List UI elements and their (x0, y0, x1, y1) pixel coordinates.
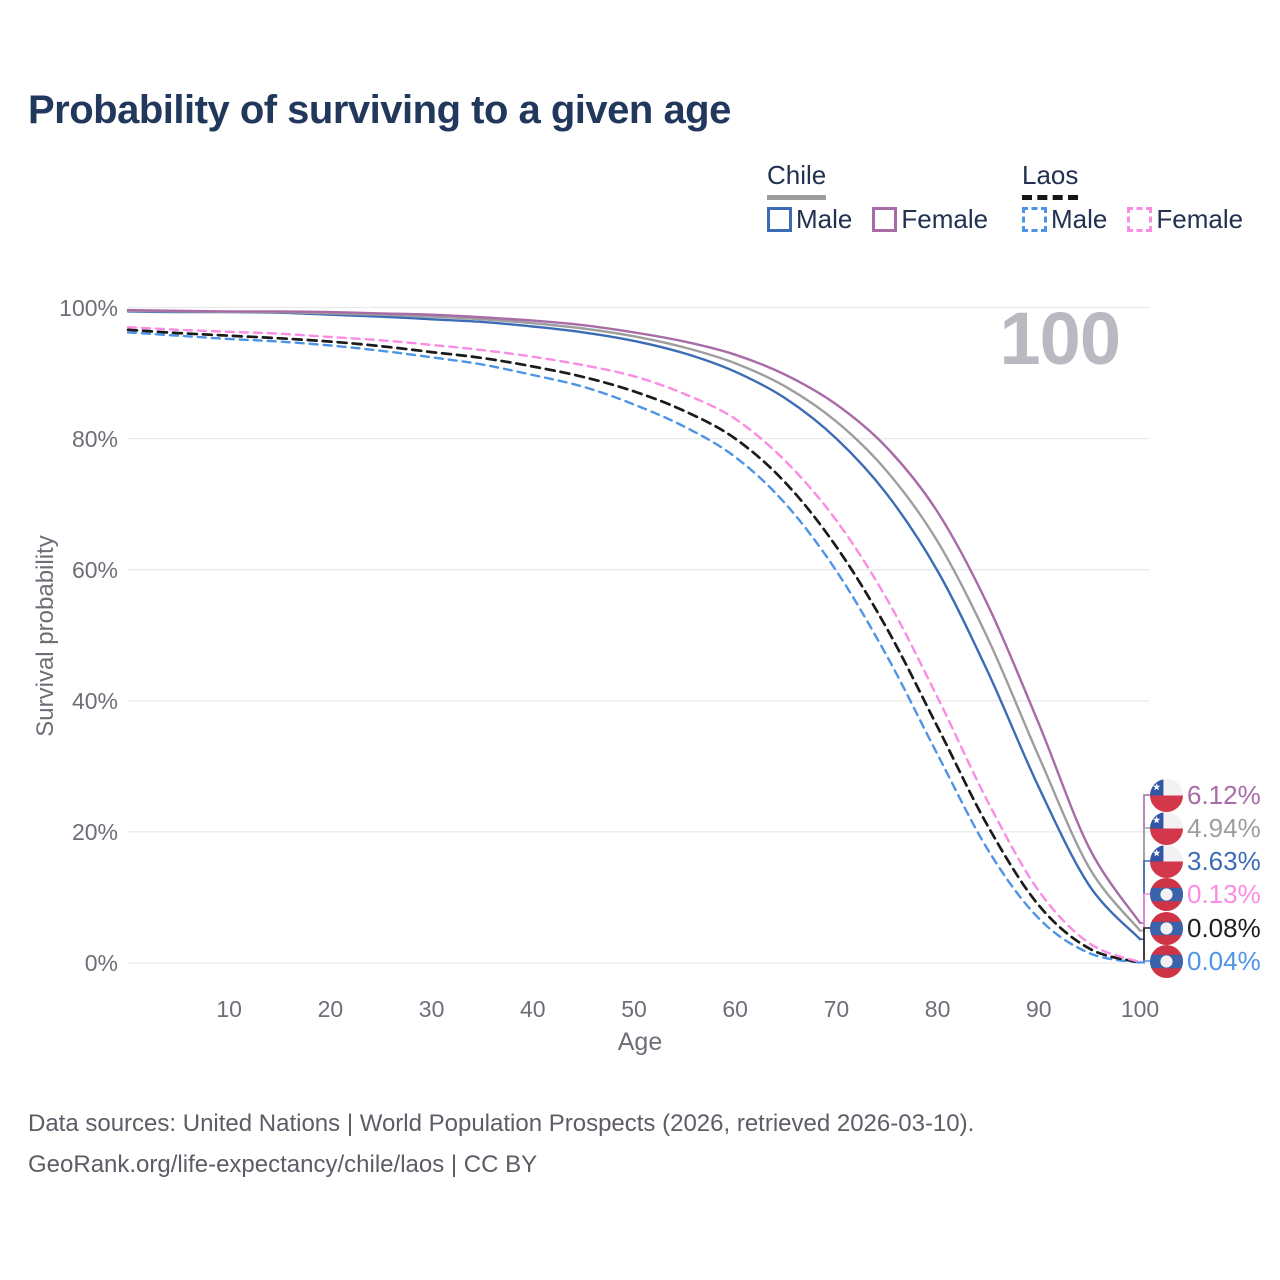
legend-country-laos: Laos (1022, 160, 1079, 200)
leader-line-5 (1140, 960, 1150, 964)
footer-data-sources: Data sources: United Nations | World Pop… (28, 1110, 975, 1137)
end-label-laos-3: 0.13% (1150, 877, 1261, 911)
curve-laos-female[interactable] (126, 326, 1142, 964)
y-tick-40%: 40% (71, 687, 118, 714)
legend-checkbox-laos-male[interactable] (1022, 207, 1047, 232)
curve-laos-both-sexes[interactable] (126, 328, 1142, 964)
legend-label-laos-female: Female (1156, 204, 1244, 234)
legend-label-laos-male: Male (1051, 204, 1108, 234)
x-tick-10: 10 (216, 996, 242, 1022)
footer: Data sources: United Nations | World Pop… (28, 1103, 974, 1185)
y-tick-60%: 60% (71, 556, 118, 583)
end-label-chile-1: 4.94% (1150, 811, 1261, 845)
end-label-laos-4: 0.08% (1150, 911, 1261, 945)
chile-flag-icon (1150, 778, 1183, 812)
y-tick-20%: 20% (71, 818, 118, 845)
laos-flag-icon (1150, 911, 1183, 945)
footer-attribution: GeoRank.org/life-expectancy/chile/laos |… (28, 1151, 538, 1178)
age-counter-watermark: 100 (999, 297, 1121, 380)
end-label-value: 3.63% (1187, 845, 1261, 876)
legend-item-chile-female[interactable]: Female (872, 204, 988, 235)
end-label-value: 0.04% (1187, 945, 1261, 976)
x-tick-30: 30 (418, 996, 445, 1022)
legend-checkbox-laos-female[interactable] (1127, 207, 1153, 232)
legend-item-laos-male[interactable]: Male (1022, 204, 1107, 235)
leader-line-4 (1140, 927, 1150, 964)
curve-chile-female[interactable] (126, 308, 1142, 925)
leader-line-1 (1140, 827, 1150, 932)
end-label-chile-2: 3.63% (1150, 844, 1261, 878)
legend-label-chile-male: Male (796, 204, 853, 234)
x-tick-70: 70 (823, 996, 850, 1022)
x-tick-90: 90 (1026, 996, 1052, 1022)
legend-checkbox-chile-male[interactable] (767, 207, 792, 232)
y-tick-100%: 100% (59, 294, 118, 321)
legend-item-laos-female[interactable]: Female (1127, 204, 1243, 235)
x-axis-title: Age (617, 1028, 663, 1056)
x-tick-40: 40 (520, 996, 546, 1022)
y-tick-0%: 0% (84, 950, 118, 976)
page-title: Probability of surviving to a given age (28, 88, 731, 132)
end-label-value: 4.94% (1187, 812, 1261, 843)
legend-label-chile-female: Female (901, 204, 989, 234)
x-tick-50: 50 (621, 996, 647, 1022)
x-tick-80: 80 (924, 996, 951, 1022)
laos-flag-icon (1150, 877, 1183, 911)
end-label-value: 0.08% (1187, 912, 1261, 943)
end-label-laos-5: 0.04% (1150, 944, 1261, 978)
curve-chile-male[interactable] (126, 310, 1142, 941)
y-axis-title: Survival probability (32, 535, 59, 737)
legend-item-chile-male[interactable]: Male (767, 204, 852, 235)
leader-line-0 (1140, 794, 1150, 924)
x-tick-100: 100 (1120, 996, 1160, 1022)
legend-checkbox-chile-female[interactable] (872, 207, 898, 232)
end-label-value: 6.12% (1187, 779, 1261, 810)
legend-country-chile: Chile (767, 160, 827, 200)
x-tick-60: 60 (722, 996, 748, 1022)
legend-group-chile: Chile Male Female (767, 160, 988, 234)
chile-flag-icon (1150, 844, 1183, 878)
legend-group-laos: Laos Male Female (1022, 160, 1243, 234)
curve-laos-male[interactable] (126, 331, 1142, 964)
chile-flag-icon (1150, 811, 1183, 845)
y-tick-80%: 80% (71, 425, 118, 452)
x-tick-20: 20 (317, 996, 344, 1022)
laos-flag-icon (1150, 944, 1183, 978)
end-label-value: 0.13% (1187, 878, 1261, 909)
end-label-chile-0: 6.12% (1150, 778, 1261, 812)
